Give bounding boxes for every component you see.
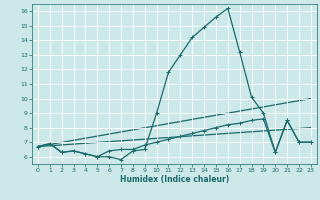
X-axis label: Humidex (Indice chaleur): Humidex (Indice chaleur) xyxy=(120,175,229,184)
